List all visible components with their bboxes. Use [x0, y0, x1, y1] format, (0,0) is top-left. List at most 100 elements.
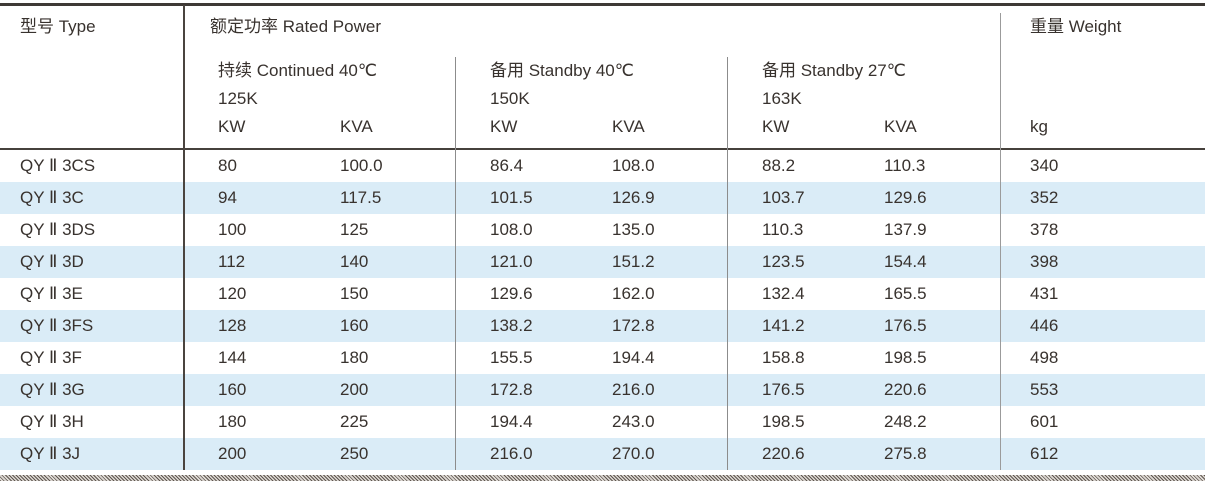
header-body-divider-rule	[0, 148, 1205, 150]
kva-value-cell: 216.0	[612, 380, 655, 399]
weight-value-cell: 553	[1030, 380, 1059, 399]
kw-value-cell: 198.5	[762, 412, 805, 431]
kva-value-cell: 100.0	[340, 156, 383, 175]
kva-value-cell: 108.0	[612, 156, 655, 175]
weight-value-cell: 446	[1030, 316, 1059, 335]
table-row: QY Ⅱ 3C 94 117.5 101.5 126.9 103.7 129.6 352	[0, 182, 1205, 214]
kw-value-cell: 128	[218, 316, 247, 335]
column-group-standby-27c: 备用 Standby 27℃ 163K KW KVA	[762, 57, 917, 141]
table-row: QY Ⅱ 3E 120 150 129.6 162.0 132.4 165.5 431	[0, 278, 1205, 310]
kva-value-cell: 154.4	[884, 252, 927, 271]
kw-value-cell: 108.0	[490, 220, 533, 239]
table-row: QY Ⅱ 3G 160 200 172.8 216.0 176.5 220.6 553	[0, 374, 1205, 406]
kw-value-cell: 220.6	[762, 444, 805, 463]
kw-value-cell: 176.5	[762, 380, 805, 399]
kva-value-cell: 250	[340, 444, 369, 463]
kw-value-cell: 112	[218, 252, 246, 271]
kva-value-cell: 150	[340, 284, 369, 303]
kva-value-cell: 172.8	[612, 316, 655, 335]
bottom-hatch-band	[0, 475, 1205, 481]
kva-value-cell: 275.8	[884, 444, 927, 463]
kw-value-cell: 138.2	[490, 316, 533, 335]
kw-value-cell: 200	[218, 444, 247, 463]
kw-value-cell: 101.5	[490, 188, 533, 207]
weight-value-cell: 378	[1030, 220, 1059, 239]
kva-value-cell: 151.2	[612, 252, 655, 271]
group-title: 备用 Standby 40℃	[490, 61, 634, 80]
kw-value-cell: 180	[218, 412, 247, 431]
kva-value-cell: 243.0	[612, 412, 655, 431]
kva-value-cell: 176.5	[884, 316, 927, 335]
group-k-rating: 150K	[490, 89, 530, 108]
kva-value-cell: 137.9	[884, 220, 927, 239]
kva-unit-label: KVA	[884, 117, 917, 136]
model-type-cell: QY Ⅱ 3C	[20, 188, 84, 207]
model-type-cell: QY Ⅱ 3E	[20, 284, 83, 303]
kw-unit-label: KW	[762, 117, 790, 136]
kw-value-cell: 123.5	[762, 252, 805, 271]
weight-value-cell: 498	[1030, 348, 1059, 367]
model-type-cell: QY Ⅱ 3F	[20, 348, 82, 367]
kw-value-cell: 155.5	[490, 348, 533, 367]
table-row: QY Ⅱ 3D 112 140 121.0 151.2 123.5 154.4 398	[0, 246, 1205, 278]
model-type-cell: QY Ⅱ 3G	[20, 380, 85, 399]
kw-value-cell: 132.4	[762, 284, 805, 303]
kw-unit-label: KW	[218, 117, 246, 136]
kw-value-cell: 216.0	[490, 444, 533, 463]
kw-value-cell: 144	[218, 348, 247, 367]
table-row: QY Ⅱ 3CS 80 100.0 86.4 108.0 88.2 110.3 340	[0, 150, 1205, 182]
table-row: QY Ⅱ 3H 180 225 194.4 243.0 198.5 248.2 601	[0, 406, 1205, 438]
kva-value-cell: 270.0	[612, 444, 655, 463]
column-header-weight: 重量 Weight	[1030, 17, 1122, 36]
weight-value-cell: 398	[1030, 252, 1059, 271]
kva-unit-label: KVA	[612, 117, 645, 136]
kva-value-cell: 194.4	[612, 348, 655, 367]
kw-value-cell: 80	[218, 156, 237, 175]
kw-value-cell: 103.7	[762, 188, 805, 207]
table-body: QY Ⅱ 3CS 80 100.0 86.4 108.0 88.2 110.3 340 QY Ⅱ…	[0, 150, 1205, 470]
group-k-rating: 125K	[218, 89, 258, 108]
kva-value-cell: 225	[340, 412, 369, 431]
kva-value-cell: 220.6	[884, 380, 927, 399]
kw-value-cell: 158.8	[762, 348, 805, 367]
weight-value-cell: 431	[1030, 284, 1059, 303]
kva-unit-label: KVA	[340, 117, 373, 136]
kw-value-cell: 88.2	[762, 156, 796, 175]
kw-value-cell: 160	[218, 380, 247, 399]
weight-value-cell: 612	[1030, 444, 1059, 463]
kw-value-cell: 194.4	[490, 412, 533, 431]
standby40-column-divider-rule	[455, 57, 456, 470]
kva-value-cell: 160	[340, 316, 369, 335]
group-title: 持续 Continued 40℃	[218, 61, 377, 80]
kva-value-cell: 248.2	[884, 412, 927, 431]
kw-value-cell: 94	[218, 188, 237, 207]
kw-value-cell: 121.0	[490, 252, 533, 271]
kva-value-cell: 162.0	[612, 284, 655, 303]
kw-value-cell: 172.8	[490, 380, 533, 399]
column-header-type: 型号 Type	[20, 17, 96, 36]
kw-unit-label: KW	[490, 117, 518, 136]
table-row: QY Ⅱ 3F 144 180 155.5 194.4 158.8 198.5 498	[0, 342, 1205, 374]
weight-unit-label: kg	[1030, 117, 1048, 136]
weight-value-cell: 601	[1030, 412, 1059, 431]
weight-value-cell: 340	[1030, 156, 1059, 175]
column-header-rated-power: 额定功率 Rated Power	[210, 17, 381, 36]
kva-value-cell: 125	[340, 220, 369, 239]
model-type-cell: QY Ⅱ 3DS	[20, 220, 96, 239]
group-k-rating: 163K	[762, 89, 802, 108]
kw-value-cell: 129.6	[490, 284, 533, 303]
kva-value-cell: 117.5	[340, 188, 382, 207]
type-column-divider-rule	[183, 5, 185, 470]
kva-value-cell: 180	[340, 348, 369, 367]
kva-value-cell: 110.3	[884, 156, 926, 175]
kva-value-cell: 165.5	[884, 284, 927, 303]
kva-value-cell: 198.5	[884, 348, 927, 367]
table-row: QY Ⅱ 3FS 128 160 138.2 172.8 141.2 176.5 446	[0, 310, 1205, 342]
kw-value-cell: 100	[218, 220, 247, 239]
kva-value-cell: 140	[340, 252, 369, 271]
kva-value-cell: 135.0	[612, 220, 655, 239]
model-type-cell: QY Ⅱ 3H	[20, 412, 84, 431]
kva-value-cell: 200	[340, 380, 369, 399]
kw-value-cell: 86.4	[490, 156, 524, 175]
